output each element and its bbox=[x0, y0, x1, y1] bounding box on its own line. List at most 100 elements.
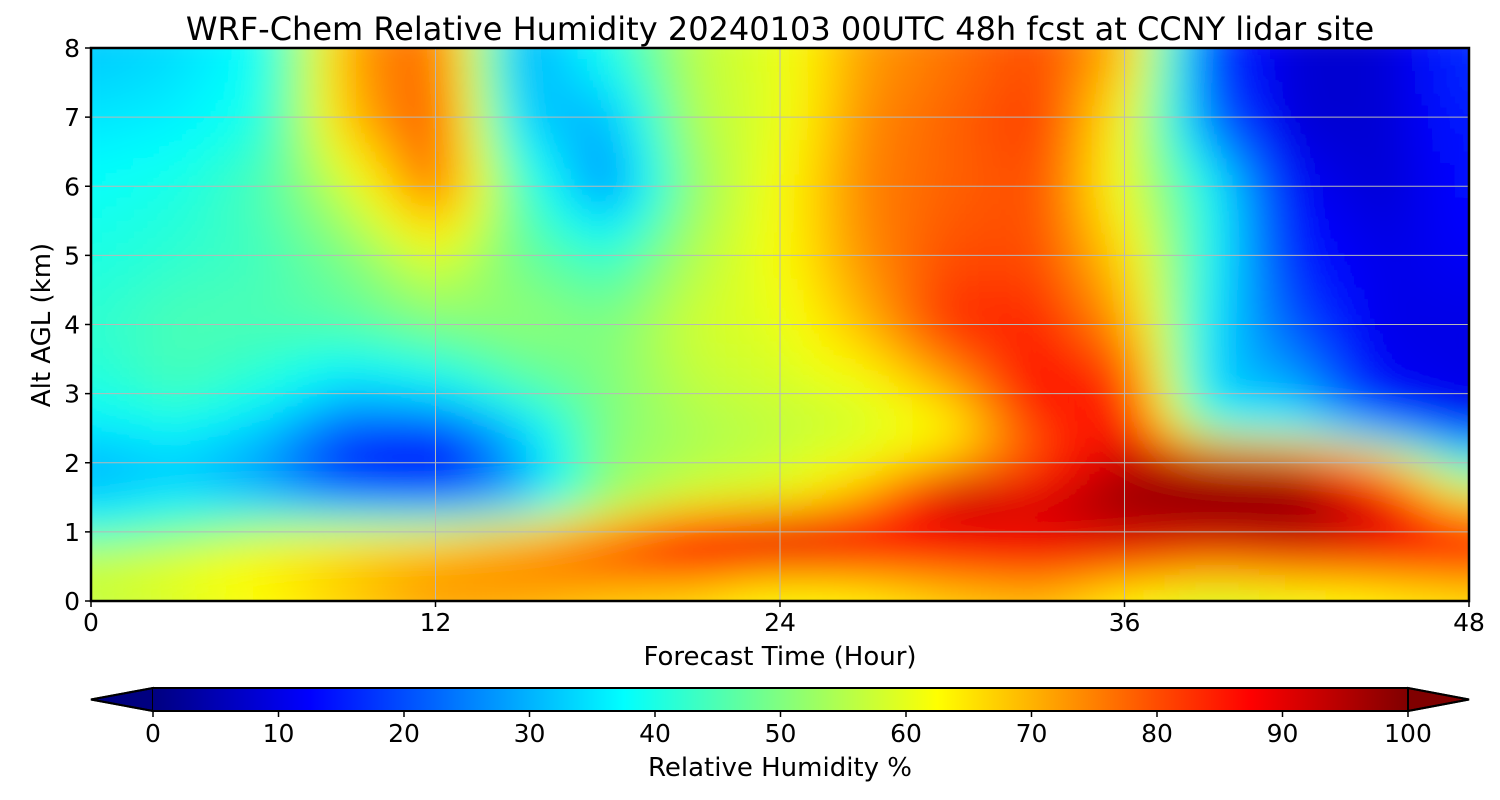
heatmap-cell bbox=[1224, 428, 1240, 441]
heatmap-cell bbox=[205, 416, 221, 429]
heatmap-cell bbox=[1239, 382, 1255, 395]
heatmap-cell bbox=[980, 105, 996, 118]
heatmap-cell bbox=[1354, 347, 1370, 360]
heatmap-cell bbox=[808, 439, 824, 452]
heatmap-cell bbox=[1268, 508, 1283, 521]
heatmap-cell bbox=[406, 220, 422, 233]
heatmap-cell bbox=[1095, 59, 1111, 72]
heatmap-cell bbox=[1038, 117, 1054, 130]
heatmap-cell bbox=[837, 393, 853, 406]
heatmap-cell bbox=[636, 359, 652, 372]
heatmap-cell bbox=[1138, 94, 1154, 107]
heatmap-cell bbox=[765, 497, 781, 510]
heatmap-cell bbox=[320, 140, 336, 153]
heatmap-cell bbox=[823, 312, 839, 326]
heatmap-cell bbox=[1411, 117, 1427, 130]
heatmap-cell bbox=[177, 336, 193, 349]
heatmap-cell bbox=[636, 232, 652, 245]
heatmap-cell bbox=[91, 243, 106, 256]
heatmap-cell bbox=[1081, 312, 1097, 326]
heatmap-cell bbox=[1124, 543, 1140, 556]
heatmap-cell bbox=[794, 566, 810, 579]
heatmap-cell bbox=[1009, 347, 1025, 360]
heatmap-cell bbox=[751, 128, 767, 141]
heatmap-cell bbox=[995, 336, 1011, 349]
heatmap-cell bbox=[263, 451, 279, 464]
heatmap-cell bbox=[923, 359, 939, 372]
heatmap-cell bbox=[851, 71, 867, 84]
heatmap-cell bbox=[392, 243, 408, 256]
heatmap-cell bbox=[220, 393, 236, 406]
heatmap-cell bbox=[1095, 128, 1111, 141]
heatmap-cell bbox=[478, 566, 494, 579]
heatmap-cell bbox=[291, 255, 307, 268]
heatmap-cell bbox=[1181, 71, 1197, 84]
heatmap-cell bbox=[1282, 140, 1298, 153]
heatmap-cell bbox=[105, 531, 121, 544]
heatmap-cell bbox=[1411, 82, 1427, 95]
heatmap-cell bbox=[593, 324, 609, 337]
heatmap-cell bbox=[1124, 566, 1140, 579]
heatmap-cell bbox=[1483, 13, 1498, 25]
heatmap-cell bbox=[392, 209, 408, 222]
heatmap-cell bbox=[665, 289, 681, 303]
heatmap-cell bbox=[937, 243, 953, 256]
heatmap-cell bbox=[1483, 348, 1498, 360]
heatmap-cell bbox=[162, 416, 178, 429]
heatmap-cell bbox=[392, 301, 408, 314]
heatmap-cell bbox=[937, 370, 953, 383]
heatmap-cell bbox=[1009, 485, 1025, 498]
heatmap-cell bbox=[794, 163, 810, 176]
heatmap-cell bbox=[1110, 197, 1126, 210]
heatmap-cell bbox=[909, 347, 925, 360]
heatmap-cell bbox=[349, 324, 365, 337]
heatmap-cell bbox=[119, 474, 135, 487]
heatmap-cell bbox=[650, 59, 666, 72]
heatmap-cell bbox=[607, 382, 623, 395]
heatmap-cell bbox=[1167, 508, 1183, 521]
heatmap-cell bbox=[995, 255, 1011, 268]
heatmap-cell bbox=[665, 336, 681, 349]
heatmap-cell bbox=[650, 485, 666, 498]
heatmap-cell bbox=[148, 289, 164, 303]
heatmap-cell bbox=[492, 105, 508, 118]
heatmap-cell bbox=[105, 105, 121, 118]
heatmap-cell bbox=[564, 243, 580, 256]
heatmap-cell bbox=[1181, 117, 1197, 130]
heatmap-cell bbox=[665, 428, 681, 441]
heatmap-cell bbox=[1268, 462, 1283, 475]
heatmap-cell bbox=[392, 278, 408, 291]
heatmap-cell bbox=[607, 531, 623, 544]
heatmap-cell bbox=[406, 485, 422, 498]
heatmap-cell bbox=[693, 82, 709, 95]
heatmap-cell bbox=[708, 543, 724, 556]
heatmap-cell bbox=[751, 105, 767, 118]
heatmap-cell bbox=[622, 451, 638, 464]
heatmap-cell bbox=[1009, 174, 1025, 187]
heatmap-cell bbox=[607, 359, 623, 372]
heatmap-cell bbox=[392, 289, 408, 303]
heatmap-cell bbox=[1009, 220, 1025, 233]
heatmap-cell bbox=[1009, 462, 1025, 475]
heatmap-cell bbox=[693, 543, 709, 556]
heatmap-cell bbox=[607, 278, 623, 291]
heatmap-cell bbox=[191, 220, 207, 233]
heatmap-cell bbox=[263, 393, 279, 406]
heatmap-cell bbox=[349, 508, 365, 521]
heatmap-cell bbox=[1210, 128, 1226, 141]
heatmap-cell bbox=[1052, 151, 1068, 164]
heatmap-cell bbox=[91, 312, 106, 326]
heatmap-cell bbox=[191, 370, 207, 383]
heatmap-cell bbox=[1325, 359, 1341, 372]
heatmap-cell bbox=[650, 324, 666, 337]
heatmap-cell bbox=[1425, 174, 1441, 187]
heatmap-cell bbox=[1052, 278, 1068, 291]
heatmap-cell bbox=[507, 82, 523, 95]
heatmap-cell bbox=[378, 485, 394, 498]
heatmap-cell bbox=[693, 347, 709, 360]
heatmap-cell bbox=[1081, 324, 1097, 337]
heatmap-cell bbox=[205, 554, 221, 568]
heatmap-cell bbox=[1296, 324, 1312, 337]
heatmap-cell bbox=[406, 278, 422, 291]
heatmap-cell bbox=[1469, 371, 1484, 383]
